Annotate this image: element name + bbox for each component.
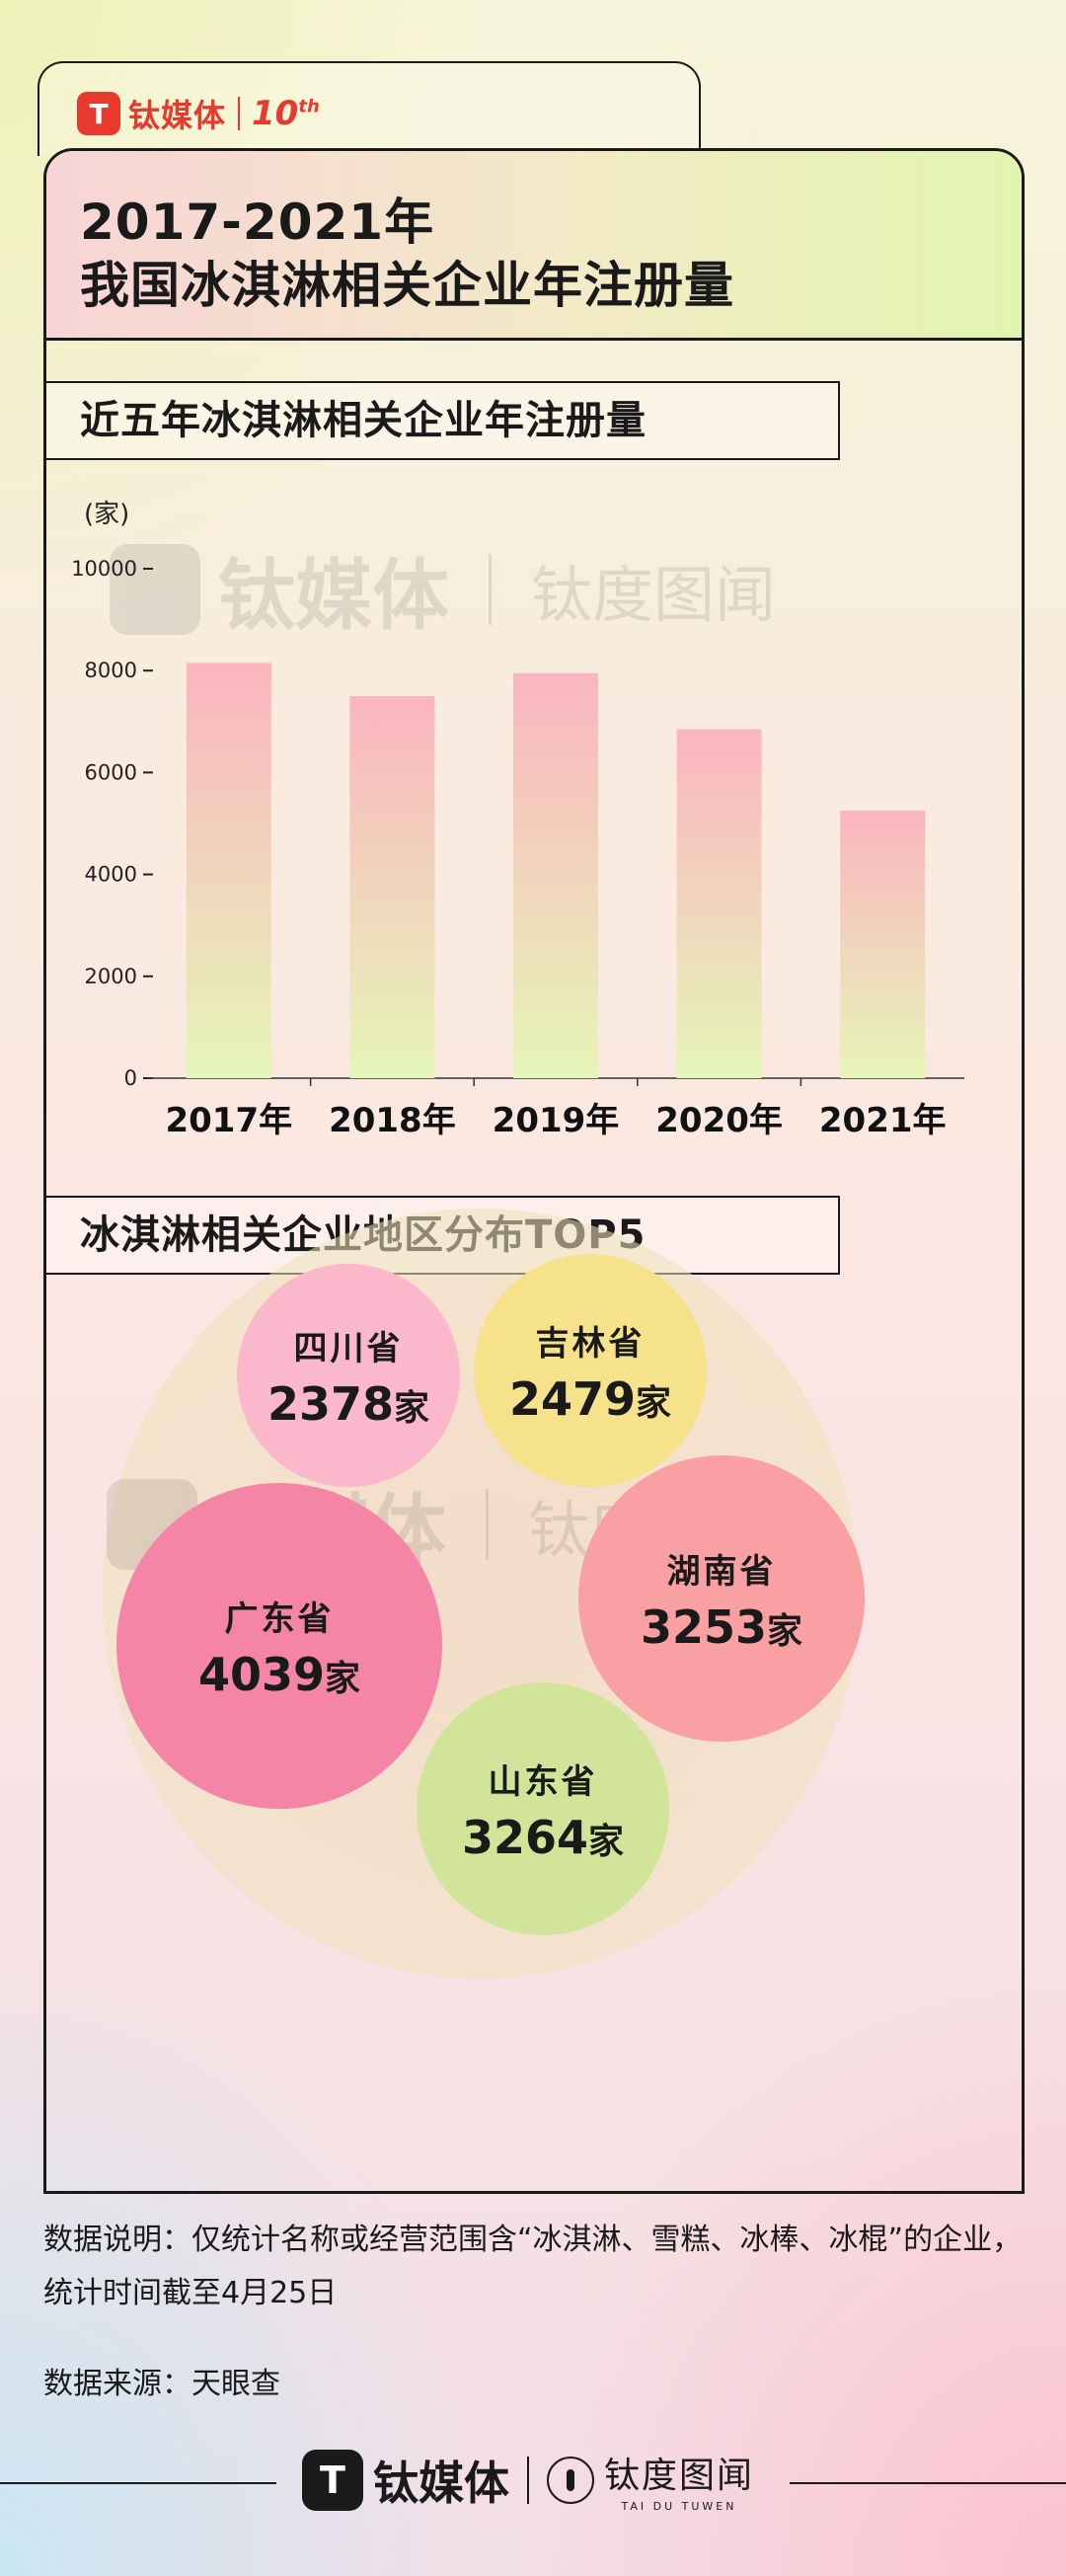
footer-sub-en: TAI DU TUWEN bbox=[621, 2500, 737, 2513]
bubble-value: 4039家 bbox=[197, 1647, 361, 1701]
bubble-value: 3264家 bbox=[461, 1810, 625, 1864]
y-tick-label: 4000 bbox=[85, 863, 137, 887]
y-tick-label: 2000 bbox=[85, 965, 137, 988]
bar bbox=[349, 696, 435, 1078]
footer-sub-name: 钛度图闻 bbox=[604, 2456, 755, 2496]
x-tick-label: 2019年 bbox=[493, 1101, 620, 1138]
bubble-name: 吉林省 bbox=[535, 1323, 646, 1364]
x-tick-label: 2021年 bbox=[819, 1101, 947, 1138]
footer-logo-icon: T bbox=[302, 2449, 363, 2511]
bubble-value: 2378家 bbox=[266, 1376, 430, 1431]
bubble-name: 山东省 bbox=[488, 1761, 598, 1802]
brand-header: T 钛媒体 10th bbox=[77, 91, 320, 136]
page-title-line1: 2017-2021年 bbox=[80, 194, 435, 251]
bubble-name: 四川省 bbox=[293, 1328, 404, 1368]
anniversary-badge: 10th bbox=[252, 94, 320, 133]
footer-divider-left bbox=[0, 2482, 276, 2484]
card-header: 2017-2021年 我国冰淇淋相关企业年注册量 bbox=[46, 151, 1022, 341]
bubble-sichuan: 四川省 2378家 bbox=[237, 1264, 460, 1487]
bubble-shandong: 山东省 3264家 bbox=[417, 1682, 669, 1935]
bar bbox=[840, 811, 926, 1078]
bar bbox=[676, 729, 762, 1078]
brand-divider bbox=[238, 97, 241, 130]
y-tick-label: 10000 bbox=[71, 557, 137, 581]
bubble-guangdong: 广东省 4039家 bbox=[116, 1483, 442, 1809]
bubble-value: 2479家 bbox=[508, 1371, 672, 1426]
bar bbox=[513, 672, 598, 1078]
bar-chart: (家) 0 2000 4000 6000 8000 10000 2017年 2018年 2019年… bbox=[71, 500, 964, 1138]
bubble-name: 湖南省 bbox=[666, 1551, 777, 1592]
page-title-line2: 我国冰淇淋相关企业年注册量 bbox=[80, 257, 734, 314]
brand-name: 钛媒体 bbox=[128, 97, 227, 134]
bubble-value: 3253家 bbox=[640, 1600, 803, 1654]
y-tick-label: 6000 bbox=[85, 760, 137, 784]
x-tick-label: 2018年 bbox=[329, 1101, 456, 1138]
bubble-name: 广东省 bbox=[224, 1599, 335, 1639]
y-tick-label: 0 bbox=[124, 1066, 137, 1090]
footer-brand-name: 钛媒体 bbox=[373, 2456, 509, 2510]
footer-sub-brand: 钛度图闻 TAI DU TUWEN bbox=[604, 2447, 754, 2513]
data-source: 数据来源：天眼查 bbox=[43, 2367, 280, 2401]
bubble-jilin: 吉林省 2479家 bbox=[474, 1254, 707, 1487]
x-tick-label: 2017年 bbox=[165, 1101, 292, 1138]
x-tick-label: 2020年 bbox=[655, 1101, 783, 1138]
eye-icon bbox=[547, 2456, 594, 2504]
brand-logo-icon: T bbox=[77, 92, 120, 135]
section-label-registrations: 近五年冰淇淋相关企业年注册量 bbox=[46, 381, 840, 460]
bar bbox=[186, 663, 271, 1078]
data-description: 数据说明：仅统计名称或经营范围含“冰淇淋、雪糕、冰棒、冰棍”的企业，统计时间截至… bbox=[43, 2223, 1023, 2310]
footer-brand: T 钛媒体 钛度图闻 TAI DU TUWEN bbox=[302, 2447, 754, 2513]
bubble-hunan: 湖南省 3253家 bbox=[578, 1455, 865, 1742]
y-axis-unit: (家) bbox=[84, 500, 129, 529]
footer-divider bbox=[527, 2456, 529, 2504]
top-tab bbox=[38, 61, 701, 156]
y-tick-label: 8000 bbox=[85, 659, 137, 682]
footer-divider-right bbox=[790, 2482, 1066, 2484]
